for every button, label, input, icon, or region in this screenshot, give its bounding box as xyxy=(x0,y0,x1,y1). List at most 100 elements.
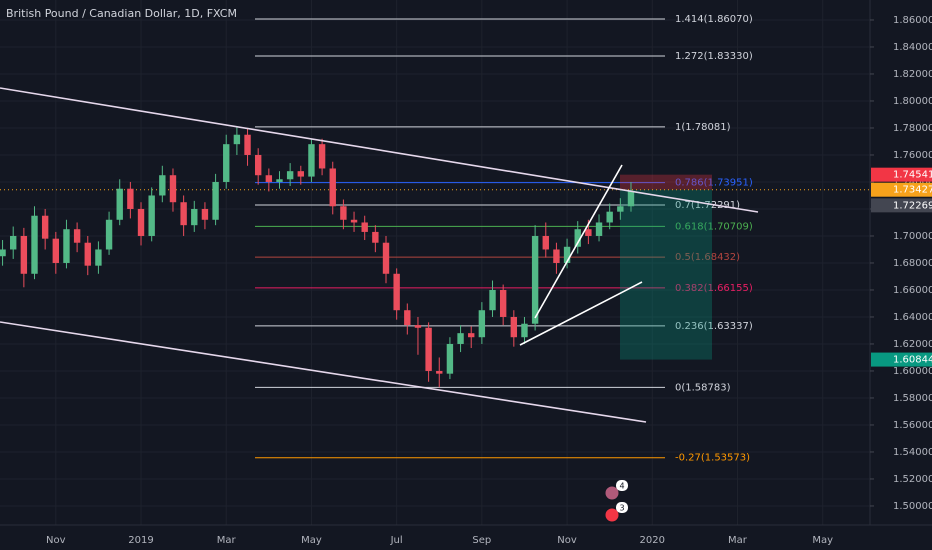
candle-body xyxy=(63,229,70,263)
y-tick-label: 1.68000 xyxy=(893,258,932,269)
candle-body xyxy=(297,171,304,177)
candle-body xyxy=(350,219,358,223)
candle-body xyxy=(318,144,326,169)
y-tick-label: 1.78000 xyxy=(893,123,932,134)
x-tick-label: May xyxy=(812,535,833,546)
fib-label: 0.7(1.72291) xyxy=(675,200,740,211)
y-tick-label: 1.66000 xyxy=(893,285,932,296)
x-tick-label: Nov xyxy=(46,535,66,546)
candle-body xyxy=(233,134,241,145)
x-tick-label: 2019 xyxy=(128,535,153,546)
candle-body xyxy=(0,249,6,257)
target-zone xyxy=(620,189,712,360)
candle-body xyxy=(457,333,464,344)
candle-body xyxy=(585,229,592,236)
candle-body xyxy=(265,175,273,182)
y-tick-label: 1.58000 xyxy=(893,393,932,404)
channel-top xyxy=(0,87,759,213)
x-tick-label: Mar xyxy=(728,535,748,546)
candle-body xyxy=(276,179,283,182)
candle-body xyxy=(340,206,347,220)
candle-body xyxy=(393,273,400,311)
y-tick-label: 1.76000 xyxy=(893,150,932,161)
candle-body xyxy=(553,249,560,263)
y-tick-label: 1.62000 xyxy=(893,339,932,350)
event-badge xyxy=(616,502,628,513)
candle-body xyxy=(10,235,17,250)
y-tick-label: 1.86000 xyxy=(893,15,932,26)
y-tick-label: 1.70000 xyxy=(893,231,932,242)
event-icon xyxy=(604,485,620,501)
candle-body xyxy=(436,370,443,374)
candle-body xyxy=(382,242,390,274)
candle-body xyxy=(116,188,123,220)
axes: 1.86000 1.84000 1.82000 1.80000 1.78000 1.760… xyxy=(46,15,932,546)
candle-body xyxy=(84,242,91,266)
y-tick-label: 1.60000 xyxy=(893,366,932,377)
price-label: 1.74541 xyxy=(893,170,932,181)
fib-label: 0.786(1.73951) xyxy=(675,178,753,189)
fib-label: -0.27(1.53573) xyxy=(675,453,750,464)
y-tick-label: 1.56000 xyxy=(893,420,932,431)
fib-label: 1.272(1.83330) xyxy=(675,51,753,62)
y-tick-label: 1.52000 xyxy=(893,474,932,485)
x-tick-label: Mar xyxy=(217,535,237,546)
fibonacci: 1.414(1.86070) 1.272(1.83330) 1(1.78081) 0.… xyxy=(255,14,753,464)
event-count: 4 xyxy=(619,482,624,491)
event-count: 3 xyxy=(619,504,624,513)
fib-label: 0.236(1.63337) xyxy=(675,321,753,332)
fib-label: 0.382(1.66155) xyxy=(675,283,753,294)
candle-body xyxy=(595,222,603,236)
price-label-box xyxy=(871,182,932,197)
candle-body xyxy=(563,246,571,263)
candle-body xyxy=(223,144,230,182)
candle-body xyxy=(478,310,486,338)
candle-body xyxy=(212,181,219,220)
candle-body xyxy=(52,238,60,263)
candle-body xyxy=(425,327,432,371)
y-tick-label: 1.84000 xyxy=(893,42,932,53)
candle-body xyxy=(606,211,613,223)
fib-label: 0.618(1.70709) xyxy=(675,221,753,232)
x-tick-label: May xyxy=(301,535,322,546)
event-badge xyxy=(616,480,628,491)
candle-body xyxy=(414,325,422,328)
candle-body xyxy=(627,191,635,207)
grid xyxy=(0,0,870,525)
y-tick-label: 1.82000 xyxy=(893,69,932,80)
candle-body xyxy=(510,316,518,338)
x-tick-label: Jul xyxy=(390,535,403,546)
candle-body xyxy=(41,215,49,239)
chart-title: British Pound / Canadian Dollar, 1D, FXC… xyxy=(6,7,237,20)
candle-body xyxy=(244,134,251,155)
x-tick-label: Nov xyxy=(557,535,577,546)
candle-body xyxy=(127,188,134,209)
y-tick-label: 1.50000 xyxy=(893,501,932,512)
fib-label: 0.5(1.68432) xyxy=(675,252,740,263)
x-tick-label: 2020 xyxy=(640,535,665,546)
candle-body xyxy=(489,289,496,311)
stop-zone xyxy=(620,174,712,190)
y-tick-label: 1.74000 xyxy=(893,177,932,188)
candle-body xyxy=(20,235,28,274)
x-tick-label: Sep xyxy=(472,535,491,546)
candle-body xyxy=(468,333,475,338)
candle-body xyxy=(542,235,549,250)
candle-body xyxy=(531,235,539,324)
candle-body xyxy=(329,168,336,207)
price-label-box xyxy=(871,352,932,367)
y-tick-label: 1.64000 xyxy=(893,312,932,323)
wedge-upper xyxy=(534,164,623,319)
candle-body xyxy=(180,202,187,226)
position-box xyxy=(0,174,870,360)
candle-body xyxy=(446,343,454,374)
y-tick-label: 1.54000 xyxy=(893,447,932,458)
candle-body xyxy=(286,171,294,180)
price-label: 1.72269 xyxy=(893,200,932,211)
fib-label: 1(1.78081) xyxy=(675,122,731,133)
candle-body xyxy=(137,208,145,236)
candle-body xyxy=(31,215,38,274)
candle-body xyxy=(521,323,528,338)
